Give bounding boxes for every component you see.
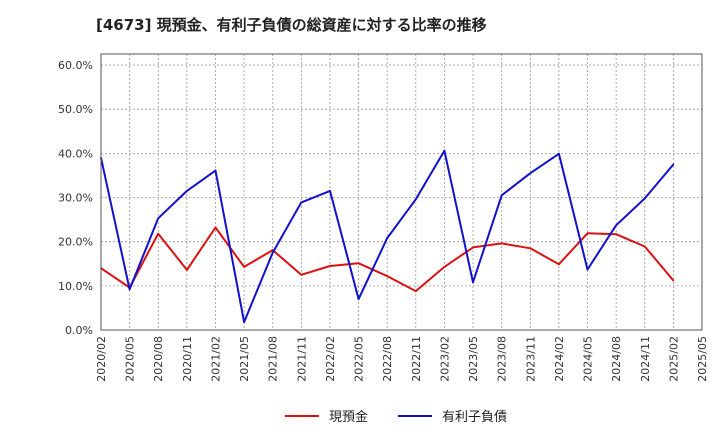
x-tick-label: 2021/08 — [267, 336, 280, 382]
x-tick-label: 2025/05 — [696, 336, 709, 382]
legend-label: 有利子負債 — [442, 410, 507, 425]
data-point — [214, 169, 217, 172]
plot-frame — [100, 53, 703, 331]
data-point — [472, 246, 474, 249]
data-point — [558, 152, 560, 155]
data-point — [243, 321, 245, 323]
data-point — [157, 232, 160, 235]
x-tick-label: 2021/02 — [209, 336, 222, 382]
data-point — [128, 288, 131, 291]
series-lines — [100, 149, 675, 324]
data-point — [443, 149, 446, 152]
data-point — [529, 172, 532, 175]
y-tick-label: 30.0% — [58, 192, 93, 205]
x-tick-label: 2021/05 — [238, 336, 251, 382]
data-point — [300, 273, 303, 276]
x-tick-label: 2023/05 — [467, 336, 480, 382]
x-tick-label: 2025/02 — [667, 336, 680, 382]
x-tick-label: 2024/08 — [610, 336, 623, 382]
data-point — [643, 197, 646, 200]
data-point — [185, 189, 188, 192]
x-tick-label: 2020/02 — [95, 336, 108, 382]
data-point — [586, 232, 589, 235]
plot-area — [101, 54, 702, 330]
data-point — [472, 281, 474, 284]
data-point — [500, 194, 503, 197]
data-point — [243, 265, 245, 268]
x-tick-label: 2022/11 — [410, 336, 423, 382]
x-tick-label: 2024/02 — [553, 336, 566, 382]
data-point — [386, 237, 389, 240]
data-point — [615, 233, 618, 236]
data-point — [643, 245, 646, 248]
x-tick-label: 2023/08 — [496, 336, 509, 382]
data-point — [672, 279, 675, 282]
x-tick-label: 2023/11 — [524, 336, 537, 382]
x-tick-label: 2023/02 — [438, 336, 451, 382]
data-point — [271, 251, 274, 254]
data-point — [443, 265, 446, 268]
data-point — [386, 275, 389, 278]
x-tick-label: 2022/08 — [381, 336, 394, 382]
data-point — [414, 198, 417, 201]
x-tick-label: 2021/11 — [295, 336, 308, 382]
data-point — [329, 265, 331, 267]
x-tick-label: 2020/08 — [152, 336, 165, 382]
data-point — [558, 263, 560, 266]
data-point — [357, 298, 360, 300]
data-point — [672, 163, 675, 166]
data-point — [357, 262, 360, 265]
data-point — [500, 242, 503, 245]
x-tick-label: 2022/05 — [353, 336, 366, 382]
data-point — [214, 226, 217, 229]
data-point — [300, 201, 303, 204]
data-point — [586, 268, 589, 271]
y-axis: 0.0% 10.0% 20.0% 30.0% 40.0% 50.0% 60.0% — [58, 59, 93, 337]
x-axis: 2020/02 2020/05 2020/08 2020/11 2021/02 2021/… — [95, 336, 709, 382]
x-tick-label: 2024/11 — [639, 336, 652, 382]
y-tick-label: 50.0% — [58, 103, 93, 116]
grid-lines — [100, 54, 703, 331]
legend: 現預金 有利子負債 — [285, 409, 507, 425]
data-point — [615, 224, 618, 227]
y-tick-label: 10.0% — [58, 280, 93, 293]
data-point — [414, 290, 417, 293]
x-tick-label: 2020/05 — [124, 336, 137, 382]
x-tick-label: 2022/02 — [324, 336, 337, 382]
data-point — [529, 247, 532, 250]
data-point — [329, 189, 331, 192]
data-point — [185, 269, 188, 271]
x-tick-label: 2024/05 — [582, 336, 595, 382]
chart-title: [4673] 現預金、有利子負債の総資産に対する比率の推移 — [96, 16, 487, 34]
y-tick-label: 40.0% — [58, 147, 93, 160]
x-tick-label: 2020/11 — [181, 336, 194, 382]
y-tick-label: 20.0% — [58, 236, 93, 249]
y-tick-label: 60.0% — [58, 59, 93, 72]
legend-label: 現預金 — [329, 409, 368, 425]
y-tick-label: 0.0% — [65, 324, 93, 337]
data-point — [157, 217, 160, 220]
